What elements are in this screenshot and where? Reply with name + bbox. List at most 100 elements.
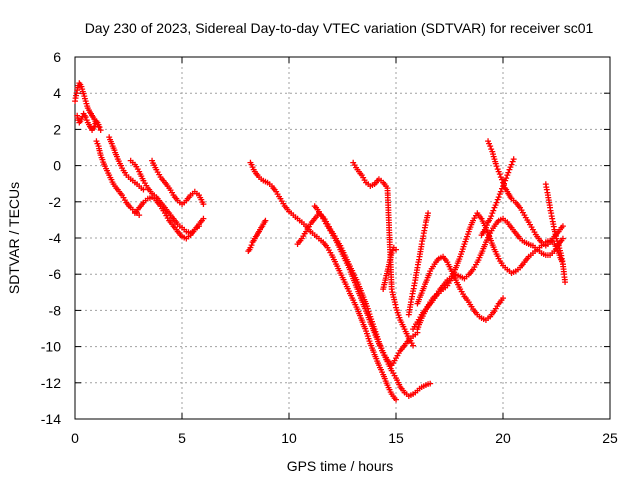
data-point-trace: +: [387, 385, 394, 398]
data-point-trace: +: [129, 156, 136, 169]
data-point: +: [474, 308, 481, 321]
data-point-trace: +: [111, 144, 118, 157]
data-point-trace: +: [557, 236, 564, 249]
data-point-trace: +: [446, 260, 453, 273]
data-point: +: [465, 225, 472, 238]
data-point-trace: +: [419, 309, 426, 322]
data-point: +: [542, 178, 549, 191]
data-point-trace: +: [147, 185, 154, 198]
data-point-trace: +: [552, 228, 559, 241]
data-point-trace: +: [424, 300, 431, 313]
data-point-trace: +: [381, 348, 388, 361]
data-point-trace: +: [437, 283, 444, 296]
data-point: +: [461, 290, 468, 303]
data-point: +: [465, 268, 472, 281]
data-point: +: [470, 263, 477, 276]
data-point-trace: +: [342, 278, 349, 291]
data-point-trace: +: [270, 181, 277, 194]
data-point-trace: +: [394, 303, 401, 316]
data-point: +: [380, 368, 387, 381]
data-point-trace: +: [365, 305, 372, 318]
data-point-trace: +: [370, 317, 377, 330]
data-point-trace: +: [389, 244, 396, 257]
data-point: +: [500, 292, 507, 305]
data-point-trace: +: [306, 220, 313, 233]
data-point-trace: +: [558, 234, 565, 247]
data-point-trace: +: [387, 238, 394, 251]
data-point-trace: +: [86, 103, 93, 116]
data-point-trace: +: [253, 167, 260, 180]
data-point-trace: +: [501, 177, 508, 190]
data-point: +: [453, 274, 460, 287]
data-point-trace: +: [484, 233, 491, 246]
data-point-trace: +: [159, 202, 166, 215]
data-point-trace: +: [351, 158, 358, 171]
data-point-trace: +: [116, 185, 123, 198]
data-point-trace: +: [422, 278, 429, 291]
series-arc-1: +++++++++++++++++++++++++++++: [72, 76, 103, 132]
data-point: +: [307, 218, 314, 231]
data-point-trace: +: [387, 243, 394, 256]
data-point-trace: +: [194, 219, 201, 232]
data-point-trace: +: [411, 276, 418, 289]
data-point-trace: +: [173, 216, 180, 229]
data-point-trace: +: [338, 269, 345, 282]
data-point-trace: +: [452, 263, 459, 276]
data-point-trace: +: [177, 228, 184, 241]
data-point: +: [406, 308, 413, 321]
data-point-trace: +: [408, 293, 415, 306]
chart-title: Day 230 of 2023, Sidereal Day-to-day VTE…: [85, 20, 594, 36]
data-point-trace: +: [292, 210, 299, 223]
data-point: +: [470, 303, 477, 316]
data-point-trace: +: [433, 289, 440, 302]
data-point-trace: +: [349, 270, 356, 283]
data-point-trace: +: [424, 301, 431, 314]
data-point-trace: +: [88, 122, 95, 135]
data-point-trace: +: [524, 252, 531, 265]
data-point: +: [478, 228, 485, 241]
data-point: +: [453, 261, 460, 274]
data-point: +: [555, 225, 562, 238]
data-point-trace: +: [321, 215, 328, 228]
data-point-trace: +: [388, 249, 395, 262]
data-point: +: [72, 94, 79, 107]
data-point-trace: +: [383, 271, 390, 284]
data-point-trace: +: [499, 182, 506, 195]
data-point-trace: +: [151, 159, 158, 172]
series-arc-5: ++++++++++++++++++++++++++++++++++++++++…: [132, 190, 207, 245]
data-point-trace: +: [546, 196, 553, 209]
data-point-trace: +: [548, 234, 555, 247]
data-point-trace: +: [248, 158, 255, 171]
data-point-trace: +: [365, 178, 372, 191]
data-point-trace: +: [494, 162, 501, 175]
data-point-trace: +: [280, 197, 287, 210]
data-point-trace: +: [340, 250, 347, 263]
data-point-trace: +: [386, 216, 393, 229]
data-point-trace: +: [75, 114, 82, 127]
data-point: +: [384, 181, 391, 194]
data-point-trace: +: [501, 179, 508, 192]
data-point-trace: +: [352, 298, 359, 311]
data-point-trace: +: [334, 236, 341, 249]
data-point: +: [388, 246, 395, 259]
data-point-trace: +: [416, 382, 423, 395]
data-point-trace: +: [411, 279, 418, 292]
data-point: +: [427, 377, 434, 390]
data-point-trace: +: [407, 334, 414, 347]
data-point-trace: +: [475, 253, 482, 266]
data-point-trace: +: [463, 292, 470, 305]
data-point-trace: +: [458, 285, 465, 298]
data-point-trace: +: [403, 337, 410, 350]
data-point: +: [421, 227, 428, 240]
data-point: +: [166, 207, 173, 220]
data-point-trace: +: [357, 309, 364, 322]
data-point-trace: +: [561, 268, 568, 281]
data-point: +: [504, 169, 511, 182]
data-point-trace: +: [343, 256, 350, 269]
data-point: +: [538, 236, 545, 249]
data-point-trace: +: [362, 295, 369, 308]
data-point-trace: +: [357, 167, 364, 180]
data-point-trace: +: [169, 218, 176, 231]
data-point-trace: +: [370, 322, 377, 335]
data-point-trace: +: [301, 227, 308, 240]
